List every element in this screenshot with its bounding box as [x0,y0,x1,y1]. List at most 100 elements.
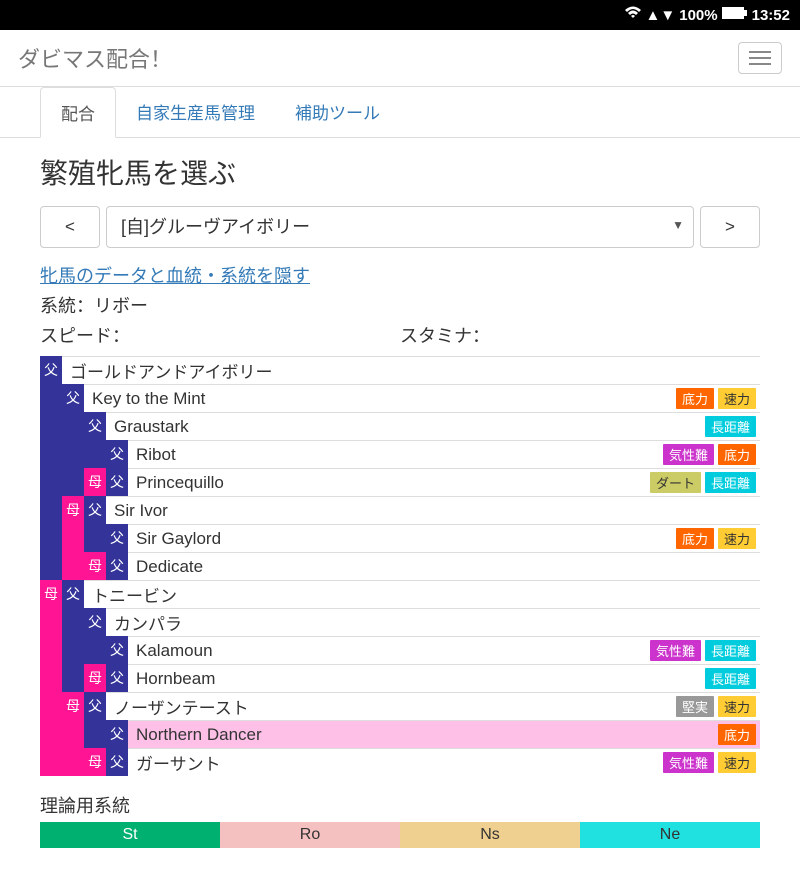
pedigree-seg [62,412,84,440]
pedigree-seg: 母 [84,748,106,776]
pedigree-seg [62,720,84,748]
badges: 長距離 [705,664,760,692]
pedigree-seg [40,720,62,748]
pedigree-seg: 父 [106,636,128,664]
pedigree-seg [40,440,62,468]
trait-badge: 長距離 [705,668,756,689]
pedigree-seg [40,496,62,524]
pedigree-seg [62,608,84,636]
pedigree-seg: 父 [40,356,62,384]
theory-seg: Ro [220,822,400,848]
trait-badge: 長距離 [705,640,756,661]
horse-name: ガーサント [128,748,663,776]
mare-selector-row: < [自]グルーヴアイボリー ▼ > [40,206,760,248]
tab[interactable]: 自家生産馬管理 [116,87,275,137]
horse-name: Ribot [128,440,663,468]
pedigree-seg [40,636,62,664]
trait-badge: 底力 [676,528,714,549]
pedigree-seg [40,468,62,496]
tab[interactable]: 配合 [40,87,116,138]
pedigree-seg: 母 [84,552,106,580]
menu-button[interactable] [738,42,782,74]
trait-badge: 底力 [676,388,714,409]
trait-badge: 底力 [718,724,756,745]
pedigree-seg: 母 [40,580,62,608]
mare-select[interactable]: [自]グルーヴアイボリー [106,206,694,248]
pedigree-seg: 母 [84,468,106,496]
horse-name: Hornbeam [128,664,705,692]
horse-name: トニービン [84,580,756,608]
horse-name: Key to the Mint [84,384,676,412]
trait-badge: ダート [650,472,701,493]
pedigree-row: 父Sir Gaylord底力速力 [40,524,760,552]
tab[interactable]: 補助ツール [275,87,400,137]
badges: 気性難長距離 [650,636,760,664]
prev-button[interactable]: < [40,206,100,248]
badges: ダート長距離 [650,468,760,496]
battery-icon [722,6,748,24]
pedigree-row: 母父Hornbeam長距離 [40,664,760,692]
pedigree-tree: 父ゴールドアンドアイボリー父Key to the Mint底力速力父Graust… [40,356,760,776]
pedigree-seg [62,636,84,664]
pedigree-seg: 父 [84,412,106,440]
pedigree-seg: 父 [62,384,84,412]
pedigree-seg: 母 [62,496,84,524]
pedigree-seg: 父 [84,608,106,636]
pedigree-row: 父カンパラ [40,608,760,636]
pedigree-seg [62,524,84,552]
pedigree-seg [62,748,84,776]
pedigree-seg [84,720,106,748]
status-bar: ▲▼ 100% 13:52 [0,0,800,30]
badges [756,496,760,524]
trait-badge: 気性難 [663,444,714,465]
horse-name: Kalamoun [128,636,650,664]
horse-name: Sir Ivor [106,496,756,524]
trait-badge: 気性難 [663,752,714,773]
speed-label: スピード： [40,322,400,348]
pedigree-row: 父Graustark長距離 [40,412,760,440]
pedigree-seg: 父 [106,468,128,496]
pedigree-seg [84,636,106,664]
trait-badge: 速力 [718,528,756,549]
stamina-label: スタミナ： [400,322,760,348]
pedigree-row: 父Key to the Mint底力速力 [40,384,760,412]
trait-badge: 底力 [718,444,756,465]
toggle-pedigree-link[interactable]: 牝馬のデータと血統・系統を隠す [40,266,310,286]
pedigree-seg [62,664,84,692]
signal-icon: ▲▼ [646,7,676,24]
pedigree-seg [62,552,84,580]
wifi-icon [624,6,642,24]
trait-badge: 気性難 [650,640,701,661]
pedigree-row: 母父Princequilloダート長距離 [40,468,760,496]
horse-name: Northern Dancer [128,720,718,748]
app-title: ダビマス配合！ [18,42,172,74]
pedigree-seg: 父 [106,664,128,692]
pedigree-seg [62,440,84,468]
trait-badge: 速力 [718,752,756,773]
pedigree-seg [84,524,106,552]
pedigree-seg: 母 [62,692,84,720]
theory-row: StRoNsNe [40,822,760,848]
pedigree-seg [40,692,62,720]
trait-badge: 堅実 [676,696,714,717]
pedigree-row: 母父Dedicate [40,552,760,580]
badges: 気性難底力 [663,440,760,468]
pedigree-seg [40,384,62,412]
badges: 堅実速力 [676,692,760,720]
badges [756,580,760,608]
pedigree-row: 父ゴールドアンドアイボリー [40,356,760,384]
pedigree-seg: 父 [62,580,84,608]
pedigree-seg: 母 [84,664,106,692]
pedigree-row: 母父ガーサント気性難速力 [40,748,760,776]
horse-name: Dedicate [128,552,756,580]
pedigree-row: 母父Sir Ivor [40,496,760,524]
pedigree-seg: 父 [106,748,128,776]
trait-badge: 速力 [718,696,756,717]
theory-title: 理論用系統 [40,792,760,818]
section-title: 繁殖牝馬を選ぶ [40,152,760,192]
trait-badge: 長距離 [705,472,756,493]
next-button[interactable]: > [700,206,760,248]
horse-name: ゴールドアンドアイボリー [62,356,756,384]
pedigree-seg [40,412,62,440]
horse-name: ノーザンテースト [106,692,676,720]
